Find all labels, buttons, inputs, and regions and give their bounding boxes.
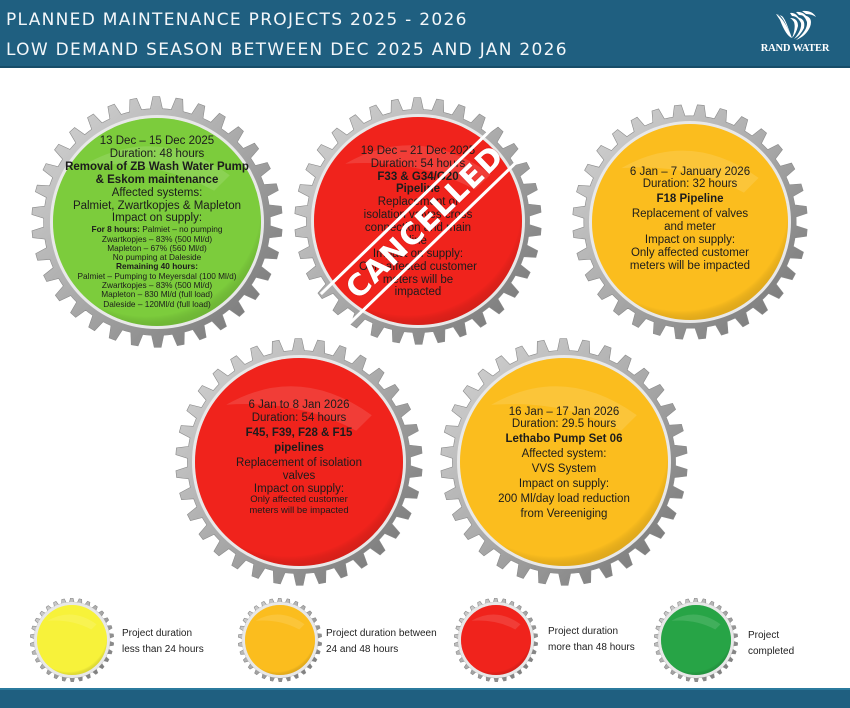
project-dates: 19 Dec – 21 Dec 2025 — [360, 144, 476, 157]
project-description: line — [409, 234, 427, 247]
impact-subheading: Remaining 40 hours: — [115, 261, 199, 272]
project-description: isolation valves cross — [363, 209, 473, 222]
project-description: connection and main — [364, 222, 472, 234]
impact-line: Only affected customer — [630, 246, 750, 259]
impact-line: Zwartkopjes – 83% (500 Ml/d) — [101, 279, 213, 290]
project-description: Replacement of — [377, 196, 459, 209]
legend-label: Project duration — [122, 628, 193, 639]
gear-shape-icon — [175, 338, 423, 586]
impact-line: 200 Ml/day load reduction — [498, 492, 630, 505]
project-title-cont: pipelines — [274, 441, 324, 454]
legend-label: Project duration between — [326, 628, 437, 639]
affected-label: Affected system: — [521, 448, 607, 461]
page-title: PLANNED MAINTENANCE PROJECTS 2025 - 2026 — [6, 10, 468, 30]
project-gear-zb-wash-water-pump: 13 Dec – 15 Dec 2025 Duration: 48 hours … — [31, 96, 283, 348]
impact-line: from Vereeniging — [520, 507, 608, 520]
legend-gear-yellow-icon — [30, 598, 114, 682]
project-description: Replacement of isolation — [236, 456, 362, 469]
impact-label: Impact on supply: — [518, 477, 610, 490]
impact-line: For 8 hours: Palmiet – no pumping — [91, 224, 223, 235]
project-title: F33 & G34/G20 — [377, 170, 459, 183]
project-details: 19 Dec – 21 Dec 2025 Duration: 54 hours … — [318, 137, 518, 307]
project-details: 6 Jan – 7 January 2026 Duration: 32 hour… — [590, 144, 790, 294]
affected-label: Affected systems: — [111, 186, 203, 199]
affected-value: VVS System — [531, 463, 597, 475]
header-banner: PLANNED MAINTENANCE PROJECTS 2025 - 2026… — [0, 0, 850, 68]
impact-line: meters will be impacted — [249, 505, 349, 517]
legend-gear-amber-icon — [238, 598, 322, 682]
project-dates: 6 Jan to 8 Jan 2026 — [248, 399, 350, 412]
gear-shape-icon — [440, 338, 688, 586]
legend-label: Project — [748, 630, 780, 641]
impact-line: Mapleton – 67% (560 Ml/d) — [107, 242, 207, 253]
project-title: F18 Pipeline — [656, 193, 724, 206]
project-description: and meter — [664, 221, 716, 233]
project-duration: Duration: 32 hours — [642, 178, 738, 191]
impact-line: Daleside – 120Ml/d (full load) — [103, 298, 211, 309]
project-description: Replacement of valves — [631, 208, 749, 221]
gear-shape-icon — [654, 598, 738, 682]
project-details: 6 Jan to 8 Jan 2026 Duration: 54 hours F… — [199, 378, 399, 538]
impact-label: Impact on supply: — [253, 482, 345, 495]
gear-shape-icon — [238, 598, 322, 682]
gear-shape-icon — [30, 598, 114, 682]
impact-line: No pumping at Daleside — [112, 252, 202, 263]
legend-gear-green-icon — [654, 598, 738, 682]
project-gear-lethabo-pump-set-06: 16 Jan – 17 Jan 2026 Duration: 29.5 hour… — [440, 338, 688, 586]
impact-line: Zwartkopjes – 83% (500 Ml/d) — [101, 233, 213, 244]
logo-text: RAND WATER — [760, 43, 830, 54]
project-description: valves — [282, 469, 316, 482]
project-duration: Duration: 54 hours — [370, 157, 466, 170]
project-details: 16 Jan – 17 Jan 2026 Duration: 29.5 hour… — [464, 388, 664, 538]
gear-shape-icon — [572, 104, 808, 340]
impact-line: meters will be impacted — [629, 259, 751, 272]
impact-line: Palmiet – Pumping to Meyersdal (100 Ml/d… — [77, 270, 237, 281]
project-gear-f18-pipeline: 6 Jan – 7 January 2026 Duration: 32 hour… — [572, 104, 808, 340]
rand-water-logo: RAND WATER — [760, 10, 830, 60]
legend-label: 24 and 48 hours — [326, 644, 399, 655]
impact-line: Only affected customer — [250, 494, 348, 506]
project-title: Removal of ZB Wash Water Pump — [65, 160, 249, 173]
footer-bar — [0, 688, 850, 708]
project-duration: Duration: 48 hours — [109, 148, 205, 161]
project-title: Lethabo Pump Set 06 — [505, 433, 623, 446]
affected-value: Palmiet, Zwartkopjes & Mapleton — [72, 199, 242, 212]
impact-line: impacted — [394, 286, 442, 299]
legend-gear-red-icon — [454, 598, 538, 682]
legend-label: completed — [748, 646, 795, 657]
project-title-cont: & Eskom maintenance — [95, 173, 219, 186]
legend-label: more than 48 hours — [548, 642, 635, 653]
impact-label: Impact on supply: — [111, 212, 203, 225]
project-title: F45, F39, F28 & F15 — [245, 427, 353, 440]
impact-label: Impact on supply: — [372, 247, 464, 260]
gear-shape-icon — [31, 96, 283, 348]
gear-shape-icon — [294, 97, 542, 345]
impact-label: Impact on supply: — [644, 233, 736, 246]
impact-line: Mapleton – 830 Ml/d (full load) — [101, 289, 213, 300]
project-details: 13 Dec – 15 Dec 2025 Duration: 48 hours … — [47, 118, 267, 326]
project-dates: 16 Jan – 17 Jan 2026 — [508, 405, 620, 418]
rand-water-wave-icon — [776, 10, 816, 40]
project-title-cont: Pipeline — [395, 183, 441, 196]
legend-label: Project duration — [548, 626, 619, 637]
project-duration: Duration: 29.5 hours — [511, 418, 617, 431]
project-gear-f33-g34-g20-pipeline: 19 Dec – 21 Dec 2025 Duration: 54 hours … — [294, 97, 542, 345]
project-dates: 6 Jan – 7 January 2026 — [629, 165, 751, 178]
legend-label: less than 24 hours — [122, 644, 204, 655]
page-subtitle: LOW DEMAND SEASON BETWEEN DEC 2025 AND J… — [6, 40, 568, 60]
project-gear-f45-f39-f28-f15-pipelines: 6 Jan to 8 Jan 2026 Duration: 54 hours F… — [175, 338, 423, 586]
gear-shape-icon — [454, 598, 538, 682]
project-dates: 13 Dec – 15 Dec 2025 — [99, 135, 215, 148]
impact-line: meters will be — [382, 273, 454, 286]
project-duration: Duration: 54 hours — [251, 412, 347, 425]
impact-line: Only affected customer — [358, 260, 478, 273]
